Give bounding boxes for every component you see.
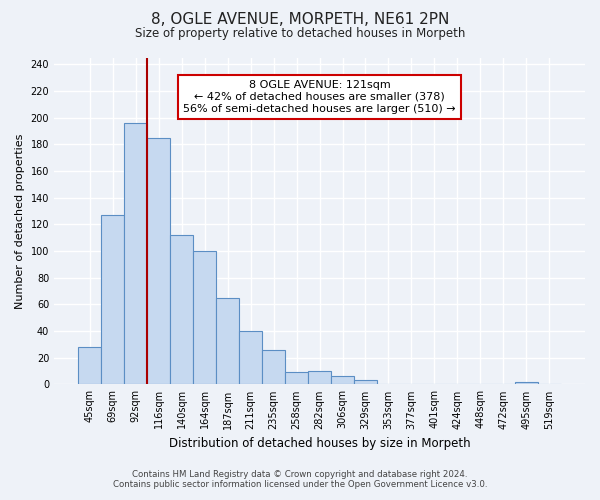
Text: 8, OGLE AVENUE, MORPETH, NE61 2PN: 8, OGLE AVENUE, MORPETH, NE61 2PN [151,12,449,28]
Text: Contains HM Land Registry data © Crown copyright and database right 2024.
Contai: Contains HM Land Registry data © Crown c… [113,470,487,489]
Bar [193,251,216,384]
Bar [262,350,285,384]
Text: 8 OGLE AVENUE: 121sqm
← 42% of detached houses are smaller (378)
56% of semi-det: 8 OGLE AVENUE: 121sqm ← 42% of detached … [183,80,456,114]
Text: Size of property relative to detached houses in Morpeth: Size of property relative to detached ho… [135,28,465,40]
Y-axis label: Number of detached properties: Number of detached properties [15,134,25,308]
X-axis label: Distribution of detached houses by size in Morpeth: Distribution of detached houses by size … [169,437,470,450]
Bar [101,215,124,384]
Bar [285,372,308,384]
Bar [239,331,262,384]
Bar [147,138,170,384]
Bar [124,123,147,384]
Bar [308,371,331,384]
Bar [78,347,101,385]
Bar [216,298,239,384]
Bar [170,235,193,384]
Bar [354,380,377,384]
Bar [515,382,538,384]
Bar [331,376,354,384]
